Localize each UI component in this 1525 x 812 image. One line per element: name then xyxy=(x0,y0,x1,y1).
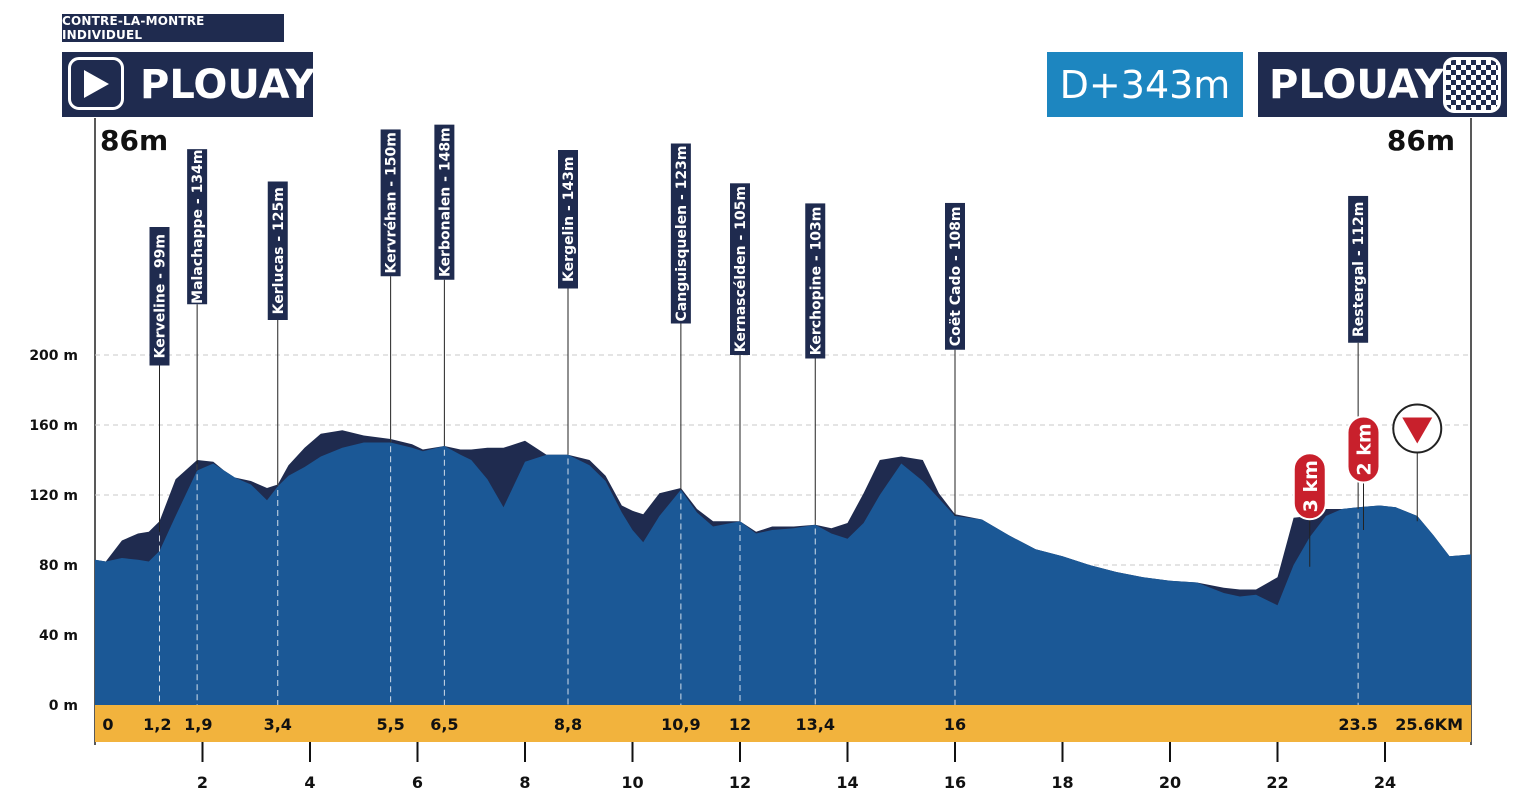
km-band xyxy=(95,705,1471,742)
km-band-label: 3,4 xyxy=(264,715,292,734)
km-marker-icon xyxy=(1292,452,1327,521)
poi-label-box xyxy=(558,150,578,289)
poi-label: Kergelin - 143m xyxy=(561,157,577,282)
checkered-flag-icon xyxy=(1443,57,1501,113)
y-tick-label: 120 m xyxy=(29,488,78,504)
elevation-gain-badge: D+343m xyxy=(1047,52,1243,117)
km-band-label: 10,9 xyxy=(661,715,700,734)
x-tick-label: 22 xyxy=(1266,773,1288,792)
km-band-label: 12 xyxy=(729,715,751,734)
elevation-profile-area xyxy=(95,442,1471,705)
play-icon xyxy=(68,57,124,110)
x-tick-label: 16 xyxy=(944,773,966,792)
x-tick-label: 10 xyxy=(621,773,643,792)
poi-label: Kerbonalen - 148m xyxy=(437,127,453,277)
poi-label: Coët Cado - 108m xyxy=(948,207,964,347)
poi-label-box xyxy=(149,227,170,366)
poi-label: Kernascélden - 105m xyxy=(733,186,749,352)
poi-label-box xyxy=(730,183,750,355)
finish-town-banner: PLOUAY xyxy=(1258,52,1507,117)
km-band-label: 1,2 xyxy=(143,715,171,734)
poi-label: Kerlucas - 125m xyxy=(271,187,287,314)
x-tick-label: 18 xyxy=(1051,773,1073,792)
x-tick-label: 14 xyxy=(836,773,858,792)
y-tick-label: 80 m xyxy=(39,558,78,574)
x-tick-label: 4 xyxy=(304,773,315,792)
km-marker-icon xyxy=(1346,415,1381,484)
x-tick-label: 24 xyxy=(1374,773,1396,792)
x-tick-label: 6 xyxy=(412,773,423,792)
poi-label-box xyxy=(187,149,208,305)
km-band-label: 1,9 xyxy=(184,715,212,734)
x-tick-label: 20 xyxy=(1159,773,1181,792)
finish-town-label: PLOUAY xyxy=(1269,62,1444,108)
stage-type-badge: CONTRE-LA-MONTRE INDIVIDUEL xyxy=(62,14,284,42)
km-marker-label: 2 km xyxy=(1354,423,1376,475)
finish-altitude: 86m xyxy=(1386,124,1455,157)
y-tick-label: 200 m xyxy=(29,348,78,364)
start-town-banner: PLOUAY xyxy=(62,52,315,117)
y-tick-label: 0 m xyxy=(49,698,78,714)
red-triangle-icon xyxy=(1402,417,1433,444)
km-band-label: 23.5 xyxy=(1338,715,1377,734)
km-band-label: 25.6KM xyxy=(1395,715,1463,734)
poi-label-box xyxy=(380,129,401,277)
start-altitude: 86m xyxy=(100,124,169,157)
poi-label-box xyxy=(267,181,288,320)
x-tick-label: 2 xyxy=(197,773,208,792)
poi-label: Canguisquelen - 123m xyxy=(674,146,690,322)
poi-label-box xyxy=(805,203,826,359)
km-band-label: 6,5 xyxy=(430,715,458,734)
poi-label: Kervréhan - 150m xyxy=(384,132,400,273)
poi-label-box xyxy=(1348,195,1369,343)
km-band-label: 0 xyxy=(102,715,113,734)
poi-label-box xyxy=(945,202,965,350)
poi-label-box xyxy=(434,124,455,280)
start-town-label: PLOUAY xyxy=(140,62,315,108)
km-band-label: 8,8 xyxy=(554,715,582,734)
poi-label: Restergal - 112m xyxy=(1351,202,1367,337)
x-tick-label: 12 xyxy=(729,773,751,792)
poi-label: Malachappe - 134m xyxy=(190,150,206,304)
x-tick-label: 8 xyxy=(519,773,530,792)
poi-label: Kerchopine - 103m xyxy=(808,207,824,356)
km-marker-label: 3 km xyxy=(1300,460,1322,512)
km-band-label: 13,4 xyxy=(796,715,835,734)
km-band-label: 16 xyxy=(944,715,966,734)
y-tick-label: 160 m xyxy=(29,418,78,434)
y-tick-label: 40 m xyxy=(39,628,78,644)
poi-label: Kerveline - 99m xyxy=(153,234,169,358)
km-band-label: 5,5 xyxy=(376,715,404,734)
poi-label-box xyxy=(670,143,691,324)
